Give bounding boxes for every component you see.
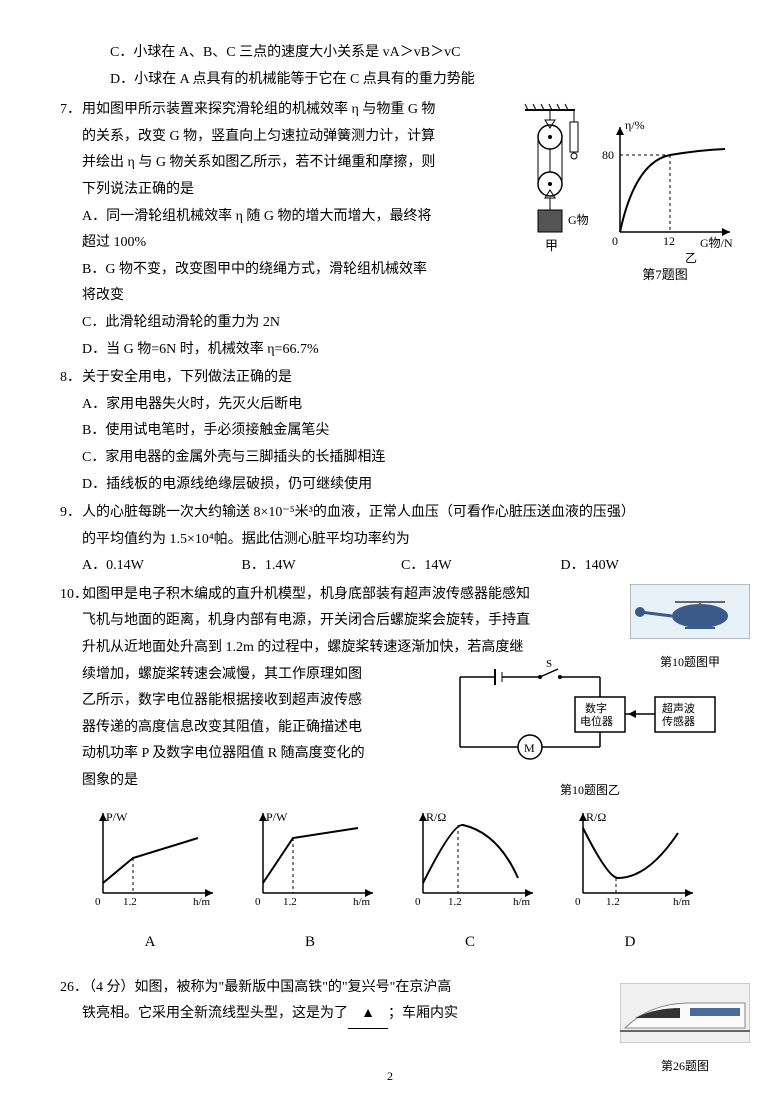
q7-figure: G物 甲 η/% 80 12 G物/N 0 乙 bbox=[510, 102, 740, 282]
svg-text:G物: G物 bbox=[568, 213, 589, 227]
q7-number: 7． bbox=[60, 97, 81, 124]
q6-option-d: D．小球在 A 点具有的机械能等于它在 C 点具有的重力势能 bbox=[60, 67, 720, 94]
circuit-diagram: S 数字 电位器 M 超声波 传感器 第1 bbox=[440, 657, 740, 802]
q8-option-d: D．插线板的电源线绝缘层破损，仍可继续使用 bbox=[82, 472, 720, 499]
svg-text:R/Ω: R/Ω bbox=[586, 810, 606, 824]
helicopter-icon bbox=[630, 584, 750, 639]
page-number: 2 bbox=[387, 1065, 393, 1088]
q7-stem-line: 下列说法正确的是 bbox=[82, 177, 490, 204]
question-9: 9． 人的心脏每跳一次大约输送 8×10⁻⁵米³的血液，正常人血压（可看作心脏压… bbox=[60, 500, 720, 580]
q10-stem-line: 乙所示，数字电位器能根据接收到超声波传感 bbox=[82, 688, 410, 715]
svg-text:h/m: h/m bbox=[353, 896, 371, 908]
q26-stem-line: （4 分）如图，被称为"最新版中国高铁"的"复兴号"在京沪高 bbox=[82, 975, 580, 1002]
svg-text:0: 0 bbox=[612, 234, 618, 248]
q7-option-a-cont: 超过 100% bbox=[82, 230, 490, 257]
svg-text:η/%: η/% bbox=[625, 118, 645, 132]
q7-option-d: D．当 G 物=6N 时，机械效率 η=66.7% bbox=[82, 337, 490, 364]
q8-option-b: B．使用试电笔时，手必须接触金属笔尖 bbox=[82, 418, 720, 445]
svg-text:h/m: h/m bbox=[513, 896, 531, 908]
svg-text:G物/N: G物/N bbox=[700, 236, 733, 250]
svg-text:0: 0 bbox=[575, 896, 581, 908]
svg-text:传感器: 传感器 bbox=[662, 715, 695, 728]
svg-text:0: 0 bbox=[95, 896, 101, 908]
svg-text:1.2: 1.2 bbox=[606, 896, 620, 908]
train-caption: 第26题图 bbox=[620, 1055, 750, 1078]
graph-d: R/Ω 0 1.2 h/m D bbox=[558, 803, 703, 957]
q8-option-c: C．家用电器的金属外壳与三脚插头的长插脚相连 bbox=[82, 445, 720, 472]
graph-a: P/W 0 1.2 h/m A bbox=[78, 803, 223, 957]
svg-text:超声波: 超声波 bbox=[662, 701, 695, 715]
q7-option-b: B．G 物不变，改变图甲中的绕绳方式，滑轮组机械效率 bbox=[82, 257, 490, 284]
q8-stem: 关于安全用电，下列做法正确的是 bbox=[82, 365, 720, 392]
svg-text:12: 12 bbox=[663, 234, 675, 248]
svg-text:S: S bbox=[546, 658, 552, 670]
graph-b: P/W 0 1.2 h/m B bbox=[238, 803, 383, 957]
train-image: 第26题图 bbox=[620, 983, 750, 1078]
q26-stem-line2: 铁亮相。它采用全新流线型头型，这是为了▲；车厢内实 bbox=[82, 1001, 580, 1029]
pulley-diagram-icon: G物 甲 bbox=[510, 102, 600, 272]
svg-text:0: 0 bbox=[415, 896, 421, 908]
q8-option-a: A．家用电器失火时，先灭火后断电 bbox=[82, 392, 720, 419]
q7-option-a: A．同一滑轮组机械效率 η 随 G 物的增大而增大，最终将 bbox=[82, 204, 490, 231]
circuit-icon: S 数字 电位器 M 超声波 传感器 bbox=[440, 657, 740, 767]
fill-blank: ▲ bbox=[348, 1001, 388, 1029]
train-icon bbox=[620, 983, 750, 1043]
circuit-caption: 第10题图乙 bbox=[440, 779, 740, 802]
q7-option-c: C．此滑轮组动滑轮的重力为 2N bbox=[82, 310, 490, 337]
svg-text:1.2: 1.2 bbox=[123, 896, 137, 908]
svg-text:P/W: P/W bbox=[106, 810, 128, 824]
svg-text:h/m: h/m bbox=[673, 896, 691, 908]
q10-stem-line: 图象的是 bbox=[82, 768, 410, 795]
question-7: 7． 用如图甲所示装置来探究滑轮组的机械效率 η 与物重 G 物 的关系，改变 … bbox=[60, 97, 720, 363]
graph-c-label: C bbox=[398, 928, 543, 957]
q6-option-c: C．小球在 A、B、C 三点的速度大小关系是 vA＞vB＞vC bbox=[60, 40, 720, 67]
efficiency-graph-icon: η/% 80 12 G物/N 0 乙 bbox=[600, 117, 740, 267]
svg-text:R/Ω: R/Ω bbox=[426, 810, 446, 824]
q9-option-d: D．140W bbox=[561, 553, 721, 580]
graph-d-label: D bbox=[558, 928, 703, 957]
graph-c: R/Ω 0 1.2 h/m C bbox=[398, 803, 543, 957]
q9-number: 9． bbox=[60, 500, 81, 527]
q7-stem-line: 用如图甲所示装置来探究滑轮组的机械效率 η 与物重 G 物 bbox=[82, 97, 490, 124]
svg-text:数字: 数字 bbox=[585, 701, 607, 715]
q7-stem-line: 的关系，改变 G 物，竖直向上匀速拉动弹簧测力计，计算 bbox=[82, 124, 490, 151]
question-26: 26． （4 分）如图，被称为"最新版中国高铁"的"复兴号"在京沪高 铁亮相。它… bbox=[60, 975, 720, 1029]
q9-option-c: C．14W bbox=[401, 553, 561, 580]
q10-stem-line: 如图甲是电子积木编成的直升机模型，机身底部装有超声波传感器能感知 bbox=[82, 582, 590, 609]
q10-number: 10． bbox=[60, 582, 88, 609]
svg-text:M: M bbox=[524, 741, 535, 755]
q8-number: 8． bbox=[60, 365, 81, 392]
question-10: 10． 如图甲是电子积木编成的直升机模型，机身底部装有超声波传感器能感知 飞机与… bbox=[60, 582, 720, 795]
question-8: 8． 关于安全用电，下列做法正确的是 A．家用电器失火时，先灭火后断电 B．使用… bbox=[60, 365, 720, 498]
q10-graphs: P/W 0 1.2 h/m A P/W 0 1.2 h/m B bbox=[60, 803, 720, 957]
q9-options: A．0.14W B．1.4W C．14W D．140W bbox=[82, 553, 720, 580]
q9-option-b: B．1.4W bbox=[242, 553, 402, 580]
q10-stem-line: 动机功率 P 及数字电位器阻值 R 随高度变化的 bbox=[82, 741, 410, 768]
q10-stem-line: 续增加，螺旋桨转速会减慢，其工作原理如图 bbox=[82, 662, 410, 689]
svg-text:0: 0 bbox=[255, 896, 261, 908]
q9-stem-line: 人的心脏每跳一次大约输送 8×10⁻⁵米³的血液，正常人血压（可看作心脏压送血液… bbox=[82, 500, 720, 527]
svg-text:P/W: P/W bbox=[266, 810, 288, 824]
svg-text:1.2: 1.2 bbox=[283, 896, 297, 908]
q9-stem-line: 的平均值约为 1.5×10⁴帕。据此估测心脏平均功率约为 bbox=[82, 527, 720, 554]
q7-figure-caption: 第7题图 bbox=[550, 263, 780, 288]
svg-text:甲: 甲 bbox=[545, 238, 558, 253]
q10-stem-line: 飞机与地面的距离，机身内部有电源，开关闭合后螺旋桨会旋转，手持直 bbox=[82, 608, 590, 635]
q9-option-a: A．0.14W bbox=[82, 553, 242, 580]
q7-stem-line: 并绘出 η 与 G 物关系如图乙所示，若不计绳重和摩擦，则 bbox=[82, 150, 490, 177]
q7-option-b-cont: 将改变 bbox=[82, 283, 490, 310]
q26-number: 26． bbox=[60, 975, 88, 1002]
q10-stem-line: 器传递的高度信息改变其阻值，能正确描述电 bbox=[82, 715, 410, 742]
svg-text:h/m: h/m bbox=[193, 896, 211, 908]
svg-text:电位器: 电位器 bbox=[580, 714, 613, 728]
graph-b-label: B bbox=[238, 928, 383, 957]
svg-text:80: 80 bbox=[602, 148, 614, 162]
svg-text:1.2: 1.2 bbox=[448, 896, 462, 908]
graph-a-label: A bbox=[78, 928, 223, 957]
